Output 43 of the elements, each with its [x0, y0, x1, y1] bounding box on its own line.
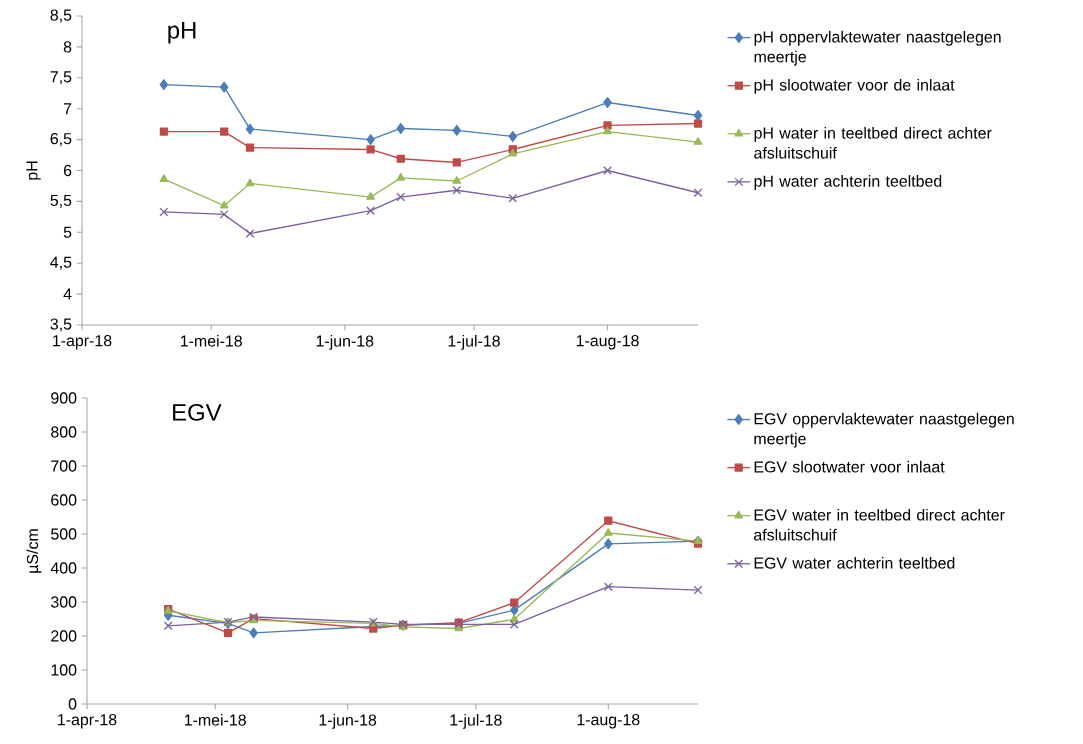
y-axis-title: pH [26, 161, 41, 180]
y-tick-label: 5,5 [50, 194, 72, 208]
y-tick-label: 7 [63, 103, 72, 115]
legend-label: EGV oppervlaktewater naastgelegen meertje [754, 412, 1014, 448]
y-tick-label: 6 [63, 164, 72, 177]
x-tick-label: 1-apr-18 [53, 335, 112, 350]
y-tick-label: 100 [51, 664, 77, 676]
x-tick-label: 1-mei-18 [180, 335, 242, 347]
legend-label: EGV water achterin teeltbed [754, 557, 955, 569]
chart-title: EGV [173, 403, 222, 421]
y-tick-label: 6,5 [50, 133, 72, 147]
y-tick-label: 4 [63, 288, 72, 300]
y-tick-label: 8 [63, 41, 72, 53]
y-tick-label: 600 [51, 494, 77, 506]
y-tick-label: 900 [51, 392, 77, 404]
x-tick-label: 1-jul-18 [448, 335, 500, 350]
legend-label: pH slootwater voor de inlaat [754, 78, 955, 94]
y-tick-label: 7,5 [50, 71, 72, 85]
y-tick-label: 300 [51, 596, 77, 608]
y-tick-label: 500 [51, 528, 77, 540]
x-tick-label: 1-aug-18 [577, 714, 640, 729]
legend-label: EGV water in teeltbed direct achter afsluitschuif [754, 508, 1005, 541]
y-tick-label: 400 [50, 562, 77, 574]
y-tick-label: 200 [51, 630, 77, 642]
y-tick-label: 800 [51, 426, 77, 438]
x-tick-label: 1-mei-18 [184, 714, 246, 726]
y-tick-label: 8,5 [50, 9, 72, 23]
legend-label: pH oppervlaktewater naastgelegen meertje [754, 30, 1001, 66]
y-tick-label: 0 [68, 698, 77, 710]
x-tick-label: 1-apr-18 [58, 714, 117, 729]
y-tick-label: 4,5 [50, 256, 72, 270]
y-axis-title: µS/cm [26, 529, 42, 573]
chart-title: pH [168, 21, 196, 44]
y-tick-label: 700 [51, 460, 77, 472]
x-tick-label: 1-jun-18 [316, 335, 374, 350]
legend-label: pH water in teeltbed direct achter afsluitschuif [754, 127, 992, 159]
legend-label: pH water achterin teeltbed [754, 175, 942, 190]
y-tick-label: 3,5 [50, 318, 72, 332]
legend-label: EGV slootwater voor inlaat [754, 460, 945, 473]
x-tick-label: 1-jun-18 [319, 714, 377, 729]
x-tick-label: 1-aug-18 [576, 335, 639, 350]
y-tick-label: 5 [63, 226, 72, 238]
x-tick-label: 1-jul-18 [450, 714, 502, 729]
